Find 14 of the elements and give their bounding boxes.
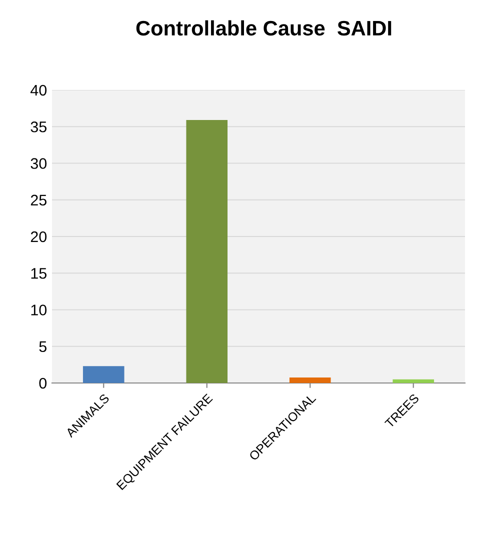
y-tick-label: 40 [30,84,47,96]
bar [289,378,331,383]
y-tick-label: 20 [30,231,47,242]
chart-title: Controllable Cause SAIDI [136,20,392,36]
bar [82,366,124,383]
y-tick-label: 25 [30,194,46,206]
y-tick-label: 0 [39,378,47,389]
y-tick-label: 15 [31,268,46,279]
y-tick-label: 30 [30,158,47,169]
y-tick-label: 35 [30,121,46,132]
y-tick-label: 10 [31,304,47,316]
bar [186,120,228,383]
bar [392,379,434,383]
y-tick-label: 5 [39,341,46,352]
